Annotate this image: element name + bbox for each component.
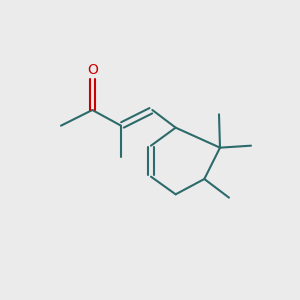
Text: O: O <box>87 63 98 77</box>
